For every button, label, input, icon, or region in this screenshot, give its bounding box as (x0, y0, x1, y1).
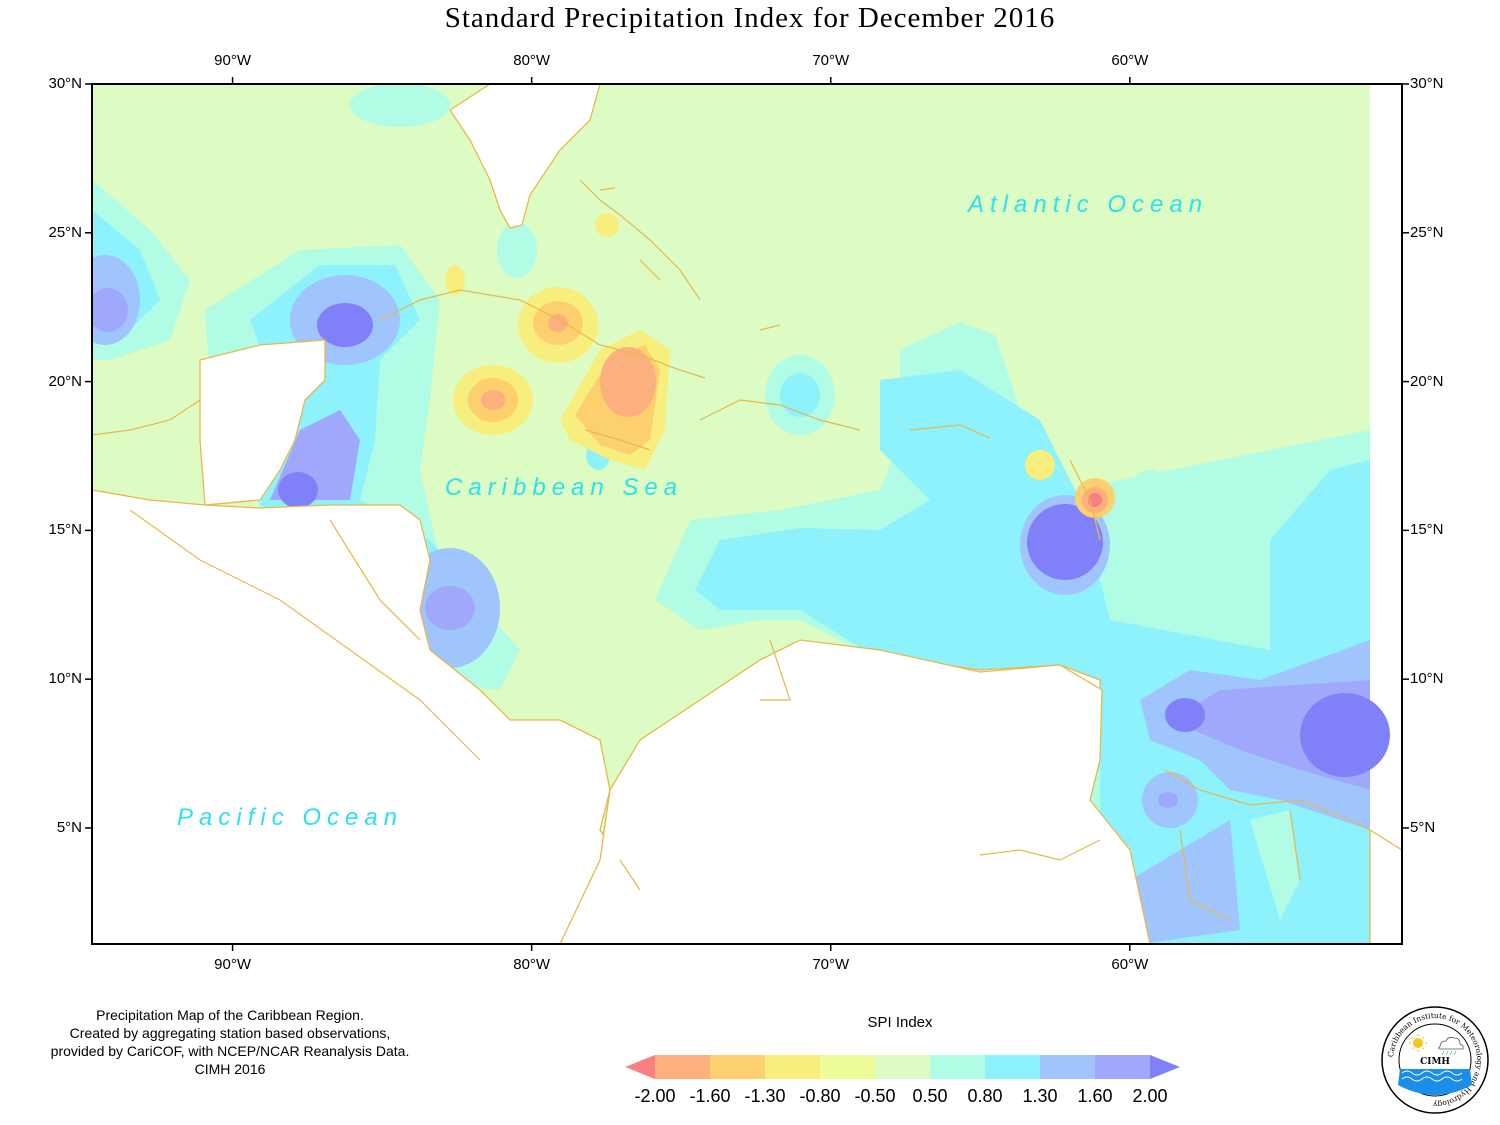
legend-swatch (1150, 1055, 1180, 1079)
legend-title: SPI Index (867, 1014, 933, 1031)
lat-tick-label: 30°N (1410, 75, 1444, 92)
lat-tick-label: 15°N (1410, 521, 1444, 539)
credit-line: Precipitation Map of the Caribbean Regio… (96, 1007, 364, 1023)
cloud-icon (1438, 1037, 1464, 1056)
pacific-ocean-label: Pacific Ocean (177, 804, 404, 831)
atlantic-ocean-label: Atlantic Ocean (968, 191, 1209, 218)
logo-acronym: CIMH (1420, 1057, 1450, 1067)
credit-line: provided by CariCOF, with NCEP/NCAR Rean… (50, 1043, 410, 1059)
credit-text: Precipitation Map of the Caribbean Regio… (20, 1006, 440, 1078)
map-frame (91, 83, 1403, 945)
dry-anomaly-zones (445, 213, 1115, 518)
sun-icon (1409, 1034, 1427, 1052)
legend-label: -1.60 (689, 1086, 731, 1106)
legend-swatch (1095, 1055, 1151, 1079)
florida-land (449, 84, 601, 229)
legend-label: -1.30 (744, 1086, 786, 1106)
lon-tick-label: 80°W (513, 956, 551, 973)
caribbean-sea-label: Caribbean Sea (445, 474, 684, 501)
legend-swatch (1040, 1055, 1096, 1079)
land-masses (92, 84, 1402, 944)
map-title: Standard Precipitation Index for Decembe… (444, 2, 1056, 34)
lat-tick-label: 25°N (1410, 223, 1444, 241)
lat-tick-label: 5°N (56, 818, 82, 836)
legend-label: -2.00 (634, 1086, 676, 1106)
lat-tick-label: 20°N (48, 372, 82, 390)
legend-label: 2.00 (1132, 1086, 1168, 1106)
cimh-logo: Caribbean Institute for Meteorology and … (1381, 1006, 1489, 1114)
south-america-land (559, 639, 1151, 944)
legend-swatch (930, 1055, 986, 1079)
legend-swatch (985, 1055, 1041, 1079)
legend-swatch (625, 1055, 655, 1079)
legend-label: -0.50 (854, 1086, 896, 1106)
lon-tick-label: 90°W (214, 956, 251, 973)
lat-tick-label: 25°N (48, 223, 82, 241)
legend-labels: -2.00 -1.60 -1.30 -0.80 -0.50 0.50 0.80 1.30 1.6… (600, 1086, 1220, 1110)
lat-tick-label: 30°N (48, 75, 82, 92)
lat-tick-label: 20°N (1410, 372, 1444, 390)
guiana-coast-land (1369, 828, 1402, 944)
lon-tick-label: 60°W (1111, 52, 1149, 69)
legend-label: 1.30 (1022, 1086, 1058, 1106)
lat-tick-label: 15°N (48, 521, 82, 539)
waves-icon (1398, 1069, 1472, 1095)
lat-tick-label: 10°N (48, 670, 82, 688)
legend-swatch (875, 1055, 931, 1079)
lat-tick-label: 10°N (1410, 670, 1444, 688)
credit-line: Created by aggregating station based obs… (69, 1025, 391, 1041)
wet-anomaly-zones (92, 84, 1390, 944)
lon-tick-label: 90°W (214, 52, 251, 69)
coastlines (92, 179, 1371, 921)
lon-tick-label: 80°W (513, 52, 551, 69)
lon-tick-label: 60°W (1111, 956, 1149, 973)
legend-swatch (710, 1055, 766, 1079)
lat-tick-label: 5°N (1410, 818, 1436, 836)
legend-label: 0.80 (967, 1086, 1003, 1106)
tick-marks (85, 77, 1409, 951)
legend-label: 0.50 (912, 1086, 948, 1106)
lon-tick-label: 70°W (812, 52, 850, 69)
legend-label: -0.80 (799, 1086, 841, 1106)
credit-line: CIMH 2016 (194, 1061, 266, 1077)
yucatan-land (199, 339, 326, 506)
lon-tick-label: 70°W (812, 956, 850, 973)
legend-swatch (655, 1055, 711, 1079)
legend-swatch (765, 1055, 821, 1079)
legend-label: 1.60 (1077, 1086, 1113, 1106)
legend-colorbar (625, 1055, 1180, 1079)
legend-swatch (820, 1055, 876, 1079)
